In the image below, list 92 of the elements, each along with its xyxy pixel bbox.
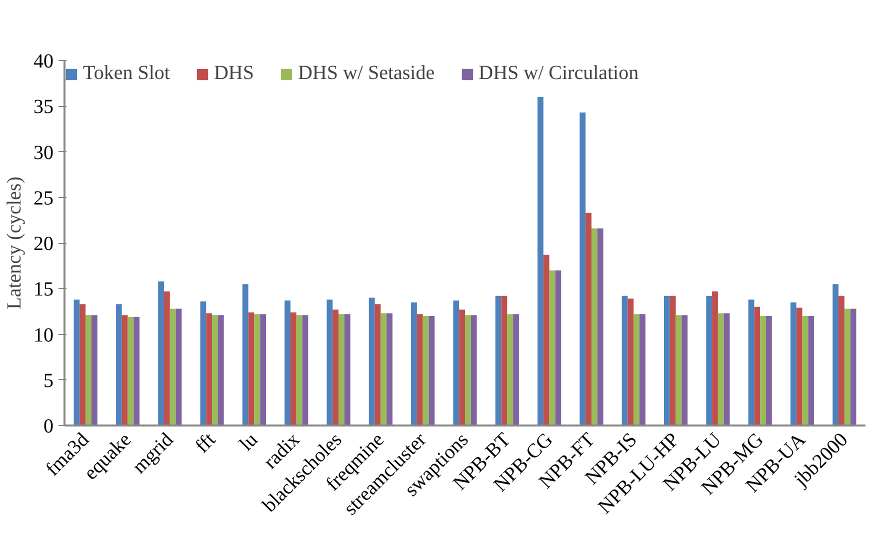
bar xyxy=(748,300,754,426)
bar xyxy=(760,316,766,426)
bar xyxy=(284,300,290,426)
bar xyxy=(796,308,802,426)
bar xyxy=(326,300,333,426)
bar xyxy=(706,296,712,426)
bar xyxy=(718,313,724,426)
bar xyxy=(640,314,646,426)
y-tick-label: 20 xyxy=(34,233,54,255)
y-tick-label: 25 xyxy=(34,187,54,210)
bar xyxy=(134,316,140,426)
bar xyxy=(754,306,760,426)
bar xyxy=(158,281,164,426)
bar xyxy=(338,314,344,426)
bar xyxy=(622,296,628,426)
bar xyxy=(122,315,128,426)
bar xyxy=(74,300,80,426)
bar xyxy=(850,308,856,426)
bar xyxy=(368,298,375,426)
bar xyxy=(128,316,134,426)
bar xyxy=(766,316,772,426)
bar xyxy=(664,296,670,426)
bar xyxy=(374,304,381,426)
bar xyxy=(549,270,556,426)
bar xyxy=(790,302,796,426)
bar xyxy=(844,308,850,426)
bar xyxy=(538,97,544,426)
bar xyxy=(453,300,460,426)
bar xyxy=(501,296,508,426)
legend-label: DHS w/ Circulation xyxy=(478,62,639,85)
bar xyxy=(495,296,502,426)
bar xyxy=(242,284,248,426)
bar xyxy=(422,316,429,426)
y-tick-label: 40 xyxy=(34,50,54,72)
bar xyxy=(80,304,86,426)
bar xyxy=(332,310,339,426)
x-tick-label: fft xyxy=(191,428,220,458)
bar xyxy=(416,314,423,426)
y-tick-label: 0 xyxy=(44,416,54,438)
bar xyxy=(91,315,98,426)
bar xyxy=(260,314,266,426)
y-tick-label: 5 xyxy=(44,370,54,392)
bar xyxy=(170,308,176,426)
bar xyxy=(206,313,212,426)
bar xyxy=(176,308,182,426)
bar xyxy=(724,313,730,426)
bar xyxy=(459,310,465,426)
bar xyxy=(290,312,296,426)
bar xyxy=(513,314,519,426)
bar xyxy=(802,316,808,426)
legend-label: DHS xyxy=(214,62,254,85)
bar xyxy=(580,112,586,426)
bar xyxy=(712,291,718,426)
bar xyxy=(164,291,170,426)
bar xyxy=(380,313,387,426)
bar xyxy=(470,315,477,426)
bar xyxy=(218,315,224,426)
bar xyxy=(411,302,417,426)
bar xyxy=(832,284,839,426)
bar xyxy=(543,254,550,426)
bar xyxy=(200,301,206,426)
bar xyxy=(628,298,634,426)
bar xyxy=(682,315,688,426)
bar xyxy=(254,314,260,426)
legend-label: DHS w/ Setaside xyxy=(298,62,435,85)
bar xyxy=(838,296,844,426)
bar xyxy=(248,312,254,426)
bar xyxy=(296,315,302,426)
y-tick-label: 35 xyxy=(34,96,54,118)
bar xyxy=(302,315,308,426)
bar xyxy=(586,212,592,426)
bar xyxy=(634,314,640,426)
bar xyxy=(386,313,392,426)
bar xyxy=(670,296,676,426)
bar xyxy=(808,316,814,426)
y-tick-label: 30 xyxy=(34,142,54,164)
bar xyxy=(555,270,562,426)
bar xyxy=(116,304,122,426)
x-tick-label: lu xyxy=(235,428,262,456)
y-tick-label: 10 xyxy=(34,324,54,346)
bar xyxy=(465,315,471,426)
bar xyxy=(597,228,604,426)
bar xyxy=(86,315,92,426)
bar xyxy=(212,315,218,426)
bar xyxy=(676,315,682,426)
y-tick-label: 15 xyxy=(34,278,54,301)
bar xyxy=(344,314,350,426)
y-axis-title: Latency (cycles) xyxy=(4,176,26,310)
bar xyxy=(507,314,514,426)
bar xyxy=(428,316,435,426)
bar xyxy=(591,228,598,426)
legend-label: Token Slot xyxy=(83,62,170,85)
